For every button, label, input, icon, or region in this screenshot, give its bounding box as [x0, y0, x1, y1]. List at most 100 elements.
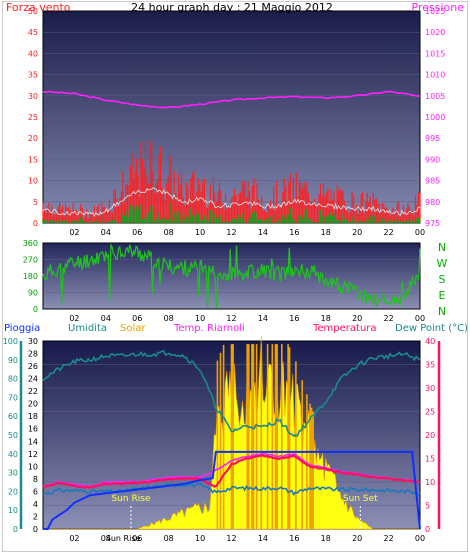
- wind-average-bars: [42, 200, 421, 223]
- direction-time-tick: 12: [226, 314, 236, 323]
- wind-tick-label: 10: [28, 177, 38, 186]
- pressure-axis-label: Pressione: [412, 1, 465, 14]
- wind-tick-label: 5: [33, 198, 38, 207]
- umidita-tick-label: 6: [33, 487, 38, 496]
- legend-label: Temperatura: [312, 323, 377, 334]
- legend-label: Solar: [120, 323, 146, 334]
- temperature-tick-label: 30: [425, 384, 435, 393]
- wind-time-tick: 04: [101, 228, 111, 237]
- umidita-tick-label: 28: [28, 350, 38, 359]
- wind-tick-label: 20: [28, 134, 38, 143]
- direction-time-tick: 00: [415, 314, 425, 323]
- pioggia-tick-label: 50: [8, 431, 18, 440]
- direction-time-tick: 10: [195, 314, 205, 323]
- direction-time-tick: 08: [164, 314, 174, 323]
- wind-time-tick: 08: [164, 228, 174, 237]
- direction-time-tick: 16: [289, 314, 299, 323]
- wind-direction-trace: [42, 243, 421, 309]
- wind-time-tick: 18: [321, 228, 331, 237]
- wind-time-tick: 00: [415, 228, 425, 237]
- temp-time-tick: 16: [289, 534, 299, 543]
- direction-tick-label: 360: [23, 239, 38, 248]
- pressure-tick-label: 985: [425, 177, 440, 186]
- temp-time-tick: 18: [321, 534, 331, 543]
- direction-time-tick: 14: [258, 314, 268, 323]
- pressure-tick-label: 1005: [425, 92, 445, 101]
- temperature-tick-label: 25: [425, 408, 435, 417]
- sun-annotation: Sun Rise: [111, 494, 150, 504]
- pressure-line: [42, 90, 420, 109]
- legend-label: Umidita: [68, 323, 107, 334]
- wind-tick-label: 30: [28, 92, 38, 101]
- temp-time-tick: 00: [415, 534, 425, 543]
- temperature-tick-label: 35: [425, 361, 435, 370]
- direction-time-tick: 20: [352, 314, 362, 323]
- umidita-tick-label: 30: [28, 337, 38, 346]
- sun-annotation: Sun Set: [343, 494, 378, 504]
- temperature-line: [42, 454, 421, 489]
- umidita-tick-label: 4: [33, 500, 38, 509]
- wind-gust-bars: [42, 140, 421, 223]
- wind-time-tick: 22: [383, 228, 393, 237]
- rain-temp-panel: 0102030405060708090100024681012141618202…: [3, 323, 468, 543]
- direction-time-tick: 22: [383, 314, 393, 323]
- pioggia-tick-label: 70: [8, 393, 18, 402]
- pressure-tick-label: 995: [425, 134, 440, 143]
- pressure-tick-label: 1015: [425, 49, 445, 58]
- temp-time-tick: 06: [132, 534, 142, 543]
- wind-tick-label: 15: [28, 155, 38, 164]
- temperature-tick-label: 20: [425, 431, 435, 440]
- direction-time-tick: 06: [132, 314, 142, 323]
- umidita-tick-label: 14: [28, 437, 38, 446]
- legend-label: Dew Point (°C): [395, 323, 468, 334]
- temperature-tick-label: 0: [425, 525, 430, 534]
- pioggia-tick-label: 20: [8, 487, 18, 496]
- temp-time-tick: 02: [69, 534, 79, 543]
- direction-tick-label: 180: [23, 272, 38, 281]
- wind-tick-label: 40: [28, 49, 38, 58]
- pressure-tick-label: 1010: [425, 71, 445, 80]
- direction-tick-label: 270: [23, 256, 38, 265]
- humidity-line: [42, 349, 421, 437]
- direction-time-tick: 18: [321, 314, 331, 323]
- pressure-tick-label: 990: [425, 155, 440, 164]
- pioggia-tick-label: 60: [8, 412, 18, 421]
- umidita-tick-label: 24: [28, 375, 38, 384]
- umidita-tick-label: 26: [28, 362, 38, 371]
- temp-time-tick: 12: [226, 534, 236, 543]
- umidita-tick-label: 8: [33, 475, 38, 484]
- wind-time-tick: 16: [289, 228, 299, 237]
- compass-label: E: [439, 289, 446, 302]
- temperature-tick-label: 15: [425, 455, 435, 464]
- wind-tick-label: 25: [28, 113, 38, 122]
- wind-time-tick: 12: [226, 228, 236, 237]
- pressure-tick-label: 1000: [425, 113, 445, 122]
- umidita-tick-label: 12: [28, 450, 38, 459]
- compass-label: S: [439, 273, 446, 286]
- temp-time-tick: 08: [164, 534, 174, 543]
- legend-label: Temp. Riarnoli: [173, 323, 245, 334]
- wind-tick-label: 0: [33, 219, 38, 228]
- temp-time-tick: 04: [101, 534, 111, 543]
- umidita-tick-label: 0: [33, 525, 38, 534]
- rain-line: [43, 450, 421, 530]
- wind-time-tick: 20: [352, 228, 362, 237]
- umidita-tick-label: 20: [28, 400, 38, 409]
- compass-label: N: [438, 241, 446, 254]
- pioggia-tick-label: 100: [3, 337, 18, 346]
- wind-tick-label: 50: [28, 7, 38, 16]
- temp-time-tick: Sun Rise: [106, 534, 141, 543]
- temp-time-tick: 22: [383, 534, 393, 543]
- umidita-tick-label: 18: [28, 412, 38, 421]
- temperature-tick-label: 10: [425, 478, 435, 487]
- pressure-tick-label: 980: [425, 198, 440, 207]
- pressure-tick-label: 1020: [425, 28, 445, 37]
- wind-axis-label: Forza vento: [6, 1, 71, 14]
- pioggia-tick-label: 90: [8, 356, 18, 365]
- wind-tick-label: 45: [28, 28, 38, 37]
- compass-label: N: [438, 305, 446, 318]
- umidita-tick-label: 16: [28, 425, 38, 434]
